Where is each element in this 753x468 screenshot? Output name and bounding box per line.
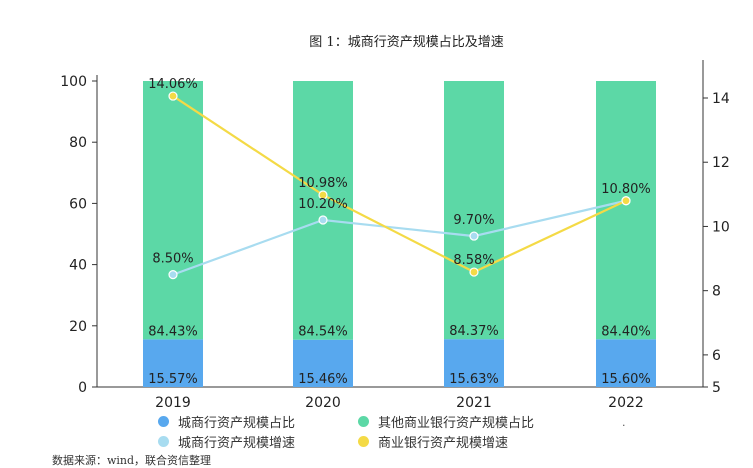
right-axis-tick-label: 14 xyxy=(712,91,730,107)
line-city-growth-point xyxy=(168,270,178,280)
legend-swatch-icon xyxy=(158,415,169,427)
data-label-line-bank-growth: 14.06% xyxy=(148,77,198,92)
stray-mark: . xyxy=(622,416,626,429)
line-city-growth-point xyxy=(469,231,479,241)
data-label-city-share: 15.46% xyxy=(298,372,348,387)
legend-label: 商业银行资产规模增速 xyxy=(378,435,509,451)
legend-label: 城商行资产规模占比 xyxy=(178,415,296,431)
legend-swatch-icon xyxy=(158,435,169,447)
line-series xyxy=(168,91,631,280)
line-city-growth-point xyxy=(318,215,328,225)
right-axis-tick-label: 6 xyxy=(712,348,721,364)
left-axis-tick-label: 100 xyxy=(60,74,87,90)
legend-item-city-share[interactable]: 城商行资产规模占比 xyxy=(158,413,358,431)
line-city-growth xyxy=(172,199,627,276)
left-axis-tick-label: 60 xyxy=(69,196,87,212)
data-label-other-share: 84.37% xyxy=(449,324,499,339)
x-axis-tick-label: 2019 xyxy=(155,395,191,411)
bar-other-share xyxy=(143,81,203,340)
right-axis-tick-label: 8 xyxy=(712,284,721,300)
data-label-line-bank-growth: 8.58% xyxy=(453,253,494,268)
left-axis-tick-label: 40 xyxy=(69,258,87,274)
data-label-other-share: 84.43% xyxy=(148,324,198,339)
line-bank-growth-point xyxy=(621,196,631,206)
line-bank-growth-point xyxy=(168,91,178,101)
x-axis-tick-label: 2022 xyxy=(608,395,644,411)
right-axis-tick-label: 5 xyxy=(712,380,721,396)
data-label-city-share: 15.63% xyxy=(449,372,499,387)
legend-swatch-icon xyxy=(358,435,369,447)
legend: 城商行资产规模占比 其他商业银行资产规模占比 城商行资产规模增速 商业银行资产规… xyxy=(158,413,678,451)
data-label-line-bank-growth: 10.98% xyxy=(298,176,348,191)
line-bank-growth-point xyxy=(318,190,328,200)
left-axis-tick-label: 0 xyxy=(78,380,87,396)
data-label-line-bank-growth: 10.80% xyxy=(601,182,651,197)
bar-city-share xyxy=(293,339,353,387)
left-axis-tick-label: 80 xyxy=(69,135,87,151)
legend-item-other-share[interactable]: 其他商业银行资产规模占比 xyxy=(358,413,678,431)
legend-label: 其他商业银行资产规模占比 xyxy=(378,415,535,431)
line-bank-growth xyxy=(172,95,627,274)
left-axis-tick-label: 20 xyxy=(69,319,87,335)
bar-city-share xyxy=(143,339,203,387)
data-label-city-share: 15.57% xyxy=(148,372,198,387)
data-labels: 15.57% 84.43% 15.46% 84.54% 15.63% 84.37% 15.6… xyxy=(148,77,651,387)
bar-city-share xyxy=(596,339,656,387)
legend-swatch-icon xyxy=(358,415,369,427)
legend-item-city-growth[interactable]: 城商行资产规模增速 xyxy=(158,433,358,451)
line-bank-growth-point xyxy=(469,267,479,277)
bar-series xyxy=(143,81,656,387)
chart-title: 图 1：城商行资产规模占比及增速 xyxy=(309,35,504,50)
x-axis-tick-label: 2020 xyxy=(305,395,341,411)
data-label-line-city-growth: 8.50% xyxy=(152,252,193,267)
right-axis-tick-label: 12 xyxy=(712,155,730,171)
right-axis-tick-label: 10 xyxy=(712,219,730,235)
legend-label: 城商行资产规模增速 xyxy=(178,435,296,451)
source-note: 数据来源：wind，联合资信整理 xyxy=(52,454,212,467)
bar-other-share xyxy=(293,81,353,340)
data-label-city-share: 15.60% xyxy=(601,372,651,387)
data-label-line-city-growth: 9.70% xyxy=(453,213,494,228)
data-label-other-share: 84.40% xyxy=(601,324,651,339)
data-label-line-city-growth: 10.20% xyxy=(298,197,348,212)
bar-city-share xyxy=(444,339,504,387)
x-axis-tick-label: 2021 xyxy=(456,395,492,411)
data-label-other-share: 84.54% xyxy=(298,325,348,340)
legend-item-bank-growth[interactable]: 商业银行资产规模增速 xyxy=(358,433,678,451)
bar-other-share xyxy=(444,81,504,340)
